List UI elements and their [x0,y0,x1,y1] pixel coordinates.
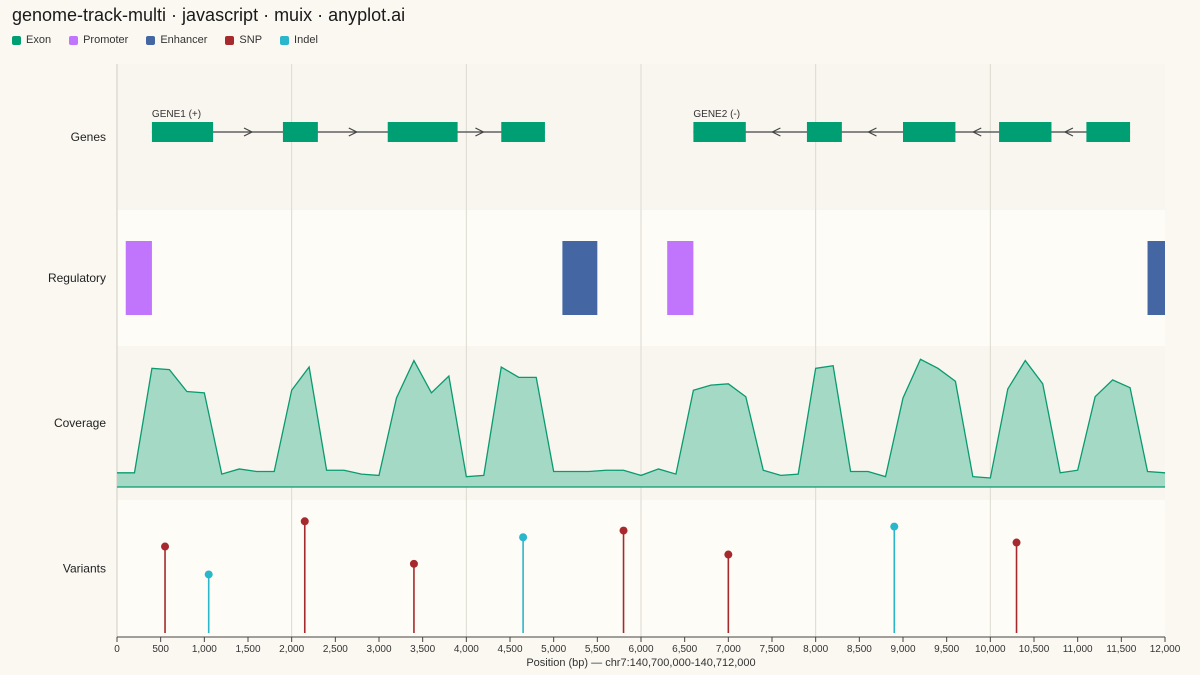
x-tick-label-2500: 2,500 [323,644,348,655]
legend-swatch-promoter [69,35,79,45]
variant-snp-6 [724,550,733,559]
legend-label-indel: Indel [294,34,318,46]
strand-arrow-1-3-1 [1063,127,1074,137]
legend-label-snp: SNP [239,34,263,46]
gene-label-0: GENE1 (+) [152,109,201,120]
x-tick-label-5500: 5,500 [585,644,610,655]
x-tick-label-6000: 6,000 [628,644,653,655]
legend-swatch-indel [280,35,290,45]
x-tick-label-10000: 10,000 [975,644,1006,655]
variant-snp-3 [409,559,418,568]
legend-label-enhancer: Enhancer [160,34,208,46]
x-tick-label-8000: 8,000 [803,644,828,655]
x-tick-label-3000: 3,000 [366,644,391,655]
regulatory-enhancer-3 [1147,241,1165,315]
variant-snp-2 [300,517,309,526]
x-tick-label-6500: 6,500 [672,644,697,655]
exon-1-3 [999,122,1052,142]
strand-arrow-0-0-1 [243,127,254,137]
legend-item-snp: SNP [225,34,262,46]
legend-item-indel: Indel [280,34,318,46]
variant-indel-4 [519,533,528,542]
gene-label-1: GENE2 (-) [693,109,740,120]
legend-item-enhancer: Enhancer [146,34,207,46]
legend-label-exon: Exon [26,34,52,46]
variant-snp-5 [619,526,628,535]
x-tick-label-4000: 4,000 [454,644,479,655]
strand-arrow-1-0-1 [771,127,781,137]
exon-1-0 [693,122,746,142]
x-tick-label-8500: 8,500 [847,644,872,655]
x-tick-label-5000: 5,000 [541,644,566,655]
exon-0-3 [501,122,545,142]
x-tick-label-12000: 12,000 [1150,644,1181,655]
x-tick-label-7000: 7,000 [716,644,741,655]
exon-0-2 [387,122,458,142]
chart-title: genome-track-multi · javascript · muix ·… [12,5,406,25]
variant-snp-8 [1012,538,1021,547]
strand-arrow-1-2-1 [971,127,982,137]
x-tick-label-0: 0 [114,644,120,655]
x-tick-label-11500: 11,500 [1106,644,1136,655]
track-label-variants: Variants [63,562,106,576]
x-tick-label-2000: 2,000 [279,644,304,655]
x-tick-label-9000: 9,000 [890,644,915,655]
legend-swatch-exon [12,35,21,45]
coverage-area [117,359,1165,487]
x-tick-label-4500: 4,500 [497,644,522,655]
x-tick-label-3500: 3,500 [410,644,435,655]
strand-arrow-0-1-1 [348,127,359,137]
strand-arrow-1-1-1 [867,127,877,137]
exon-0-1 [282,122,318,142]
variant-indel-1 [204,570,213,579]
variant-snp-0 [161,542,170,551]
legend: Exon Promoter Enhancer SNP Indel [12,34,318,46]
x-tick-label-500: 500 [152,644,169,655]
legend-item-promoter: Promoter [69,34,128,46]
regulatory-promoter-2 [667,241,694,315]
x-tick-label-1000: 1,000 [192,644,217,655]
regulatory-promoter-0 [125,241,152,315]
legend-item-exon: Exon [12,34,51,46]
x-tick-label-10500: 10,500 [1019,644,1050,655]
exon-1-4 [1086,122,1131,142]
track-label-regulatory: Regulatory [48,271,106,285]
track-label-coverage: Coverage [54,416,106,430]
legend-swatch-enhancer [146,35,156,45]
variant-indel-7 [890,522,899,531]
track-label-genes: Genes [71,130,106,144]
legend-swatch-snp [225,35,235,45]
x-tick-label-9500: 9,500 [934,644,959,655]
exon-1-2 [903,122,956,142]
exon-1-1 [806,122,842,142]
x-tick-label-11000: 11,000 [1063,644,1093,655]
strand-arrow-0-2-1 [475,127,485,137]
x-axis-title: Position (bp) — chr7:140,700,000-140,712… [526,657,755,669]
x-tick-label-1500: 1,500 [235,644,260,655]
exon-0-0 [151,122,214,142]
legend-label-promoter: Promoter [83,34,129,46]
regulatory-enhancer-1 [562,241,598,315]
coverage-line [117,358,1166,479]
x-tick-label-7500: 7,500 [759,644,784,655]
